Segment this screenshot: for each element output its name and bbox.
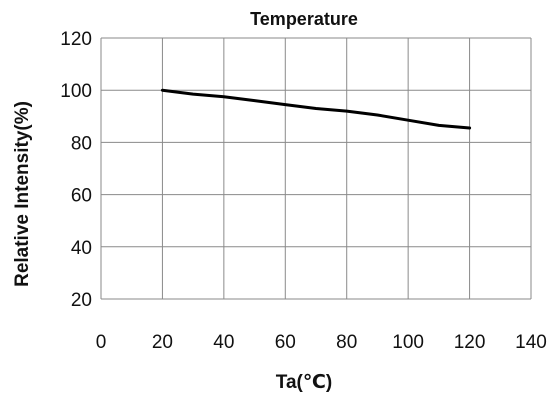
x-tick-label-20: 20 (152, 332, 173, 353)
y-tick-label-100: 100 (60, 81, 92, 102)
chart-title: Temperature (250, 9, 358, 29)
y-tick-label-40: 40 (71, 238, 92, 259)
x-tick-label-140: 140 (515, 332, 547, 353)
x-tick-label-40: 40 (213, 332, 234, 353)
x-tick-label-0: 0 (96, 332, 107, 353)
series-layer (160, 88, 472, 130)
y-axis-title: Relative Intensity(%) (12, 101, 33, 287)
x-axis-title: Ta(℃) (276, 372, 332, 393)
y-tick-label-80: 80 (71, 133, 92, 154)
y-tick-label-60: 60 (71, 186, 92, 207)
x-tick-label-120: 120 (454, 332, 486, 353)
x-tick-label-100: 100 (392, 332, 424, 353)
x-tick-label-80: 80 (336, 332, 357, 353)
y-tick-label-20: 20 (71, 290, 92, 311)
x-tick-label-60: 60 (275, 332, 296, 353)
y-tick-label-120: 120 (60, 29, 92, 50)
series-line-0 (160, 88, 472, 130)
grid (100, 37, 532, 300)
